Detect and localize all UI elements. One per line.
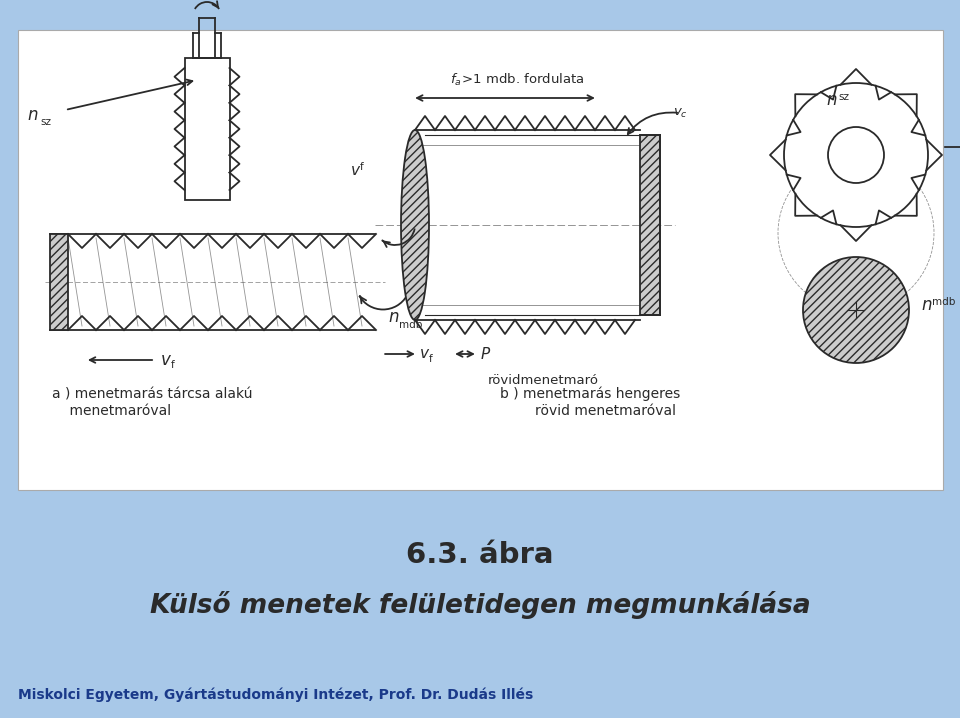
Text: b ) menetmarás hengeres: b ) menetmarás hengeres: [500, 386, 681, 401]
Text: f: f: [171, 360, 175, 370]
Text: $f_a\!>\!1$ mdb. fordulata: $f_a\!>\!1$ mdb. fordulata: [450, 72, 585, 88]
Circle shape: [803, 257, 909, 363]
Text: $n$: $n$: [388, 308, 399, 326]
Text: sz: sz: [838, 92, 849, 102]
Bar: [184, 58, 229, 200]
Text: $v$: $v$: [160, 351, 172, 369]
Bar: [18, 30, 943, 490]
Text: Miskolci Egyetem, Gyártástudományi Intézet, Prof. Dr. Dudás Illés: Miskolci Egyetem, Gyártástudományi Intéz…: [18, 688, 533, 702]
Text: $v_c$: $v_c$: [673, 107, 687, 120]
Text: 6.3. ábra: 6.3. ábra: [406, 541, 554, 569]
Text: $n$: $n$: [27, 106, 38, 124]
Text: $v$: $v$: [419, 347, 430, 361]
Text: $P$: $P$: [480, 346, 492, 362]
Text: $n$: $n$: [826, 91, 837, 109]
Text: mdb: mdb: [932, 297, 955, 307]
Text: Külső menetek felületidegen megmunkálása: Külső menetek felületidegen megmunkálása: [150, 591, 810, 619]
Text: $v$: $v$: [350, 163, 361, 178]
Text: rövidmenetmaró: rövidmenetmaró: [488, 374, 598, 387]
Text: rövid menetmaróval: rövid menetmaróval: [500, 404, 676, 418]
Bar: [640, 135, 660, 315]
Text: sz: sz: [40, 117, 51, 127]
Text: f: f: [360, 162, 364, 172]
Circle shape: [784, 83, 928, 227]
Ellipse shape: [401, 130, 429, 320]
Text: menetmaróval: menetmaróval: [52, 404, 171, 418]
Text: $n$: $n$: [921, 296, 932, 314]
Bar: [50, 234, 68, 330]
Circle shape: [828, 127, 884, 183]
Text: a ) menetmarás tárcsa alakú: a ) menetmarás tárcsa alakú: [52, 387, 252, 401]
Text: mdb: mdb: [399, 320, 422, 330]
Text: f: f: [429, 354, 433, 364]
